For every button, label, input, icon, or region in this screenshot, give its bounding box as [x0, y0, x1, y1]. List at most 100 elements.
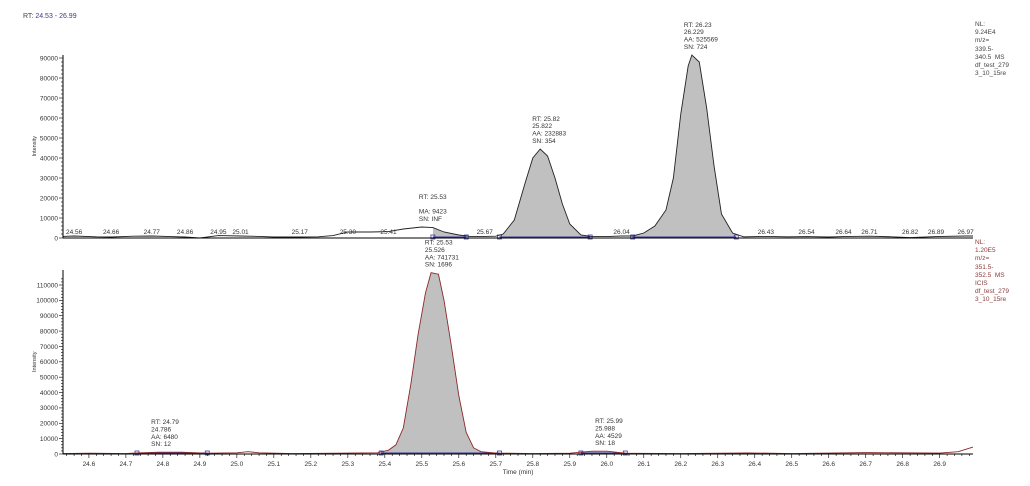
peak-label: 25.988: [595, 425, 615, 432]
x-tick-label: 26.4: [748, 461, 761, 468]
info-line: 340.5 MS: [975, 53, 1005, 61]
info-line: 352.5 MS: [975, 271, 1005, 279]
peak-label: RT: 25.82: [532, 116, 560, 123]
y-tick-label: 50000: [40, 374, 58, 381]
y-tick-label: 90000: [40, 313, 58, 320]
info-line: 1.20E5: [975, 247, 996, 255]
x-tick-label: 25.2: [305, 461, 318, 468]
baseline-rt-label: 26.04: [613, 229, 630, 236]
peak-area-fill: [381, 272, 500, 454]
trace-line: [62, 272, 974, 454]
y-tick-label: 70000: [40, 344, 58, 351]
x-tick-label: 25.6: [452, 461, 465, 468]
x-tick-label: 24.6: [83, 461, 96, 468]
info-line: m/z=: [975, 37, 990, 45]
peak-label: AA: 741731: [425, 254, 459, 261]
x-tick-label: 24.7: [120, 461, 133, 468]
x-tick-label: 25.0: [231, 461, 244, 468]
y-tick-label: 80000: [40, 328, 58, 335]
x-tick-label: 26.2: [674, 461, 687, 468]
info-line: 3_10_15re: [975, 296, 1007, 304]
peak-boundary-marker: [430, 234, 436, 240]
peak-label: AA: 6480: [151, 434, 178, 441]
y-tick-label: 30000: [40, 405, 58, 412]
baseline-rt-label: 25.67: [477, 229, 494, 236]
y-axis-label: Intensity: [32, 136, 38, 157]
peak-boundary-marker: [733, 234, 739, 240]
bottom-trace-info: NL: 1.20E5 m/z= 351.5- 352.5 MS ICIS df_test_2…: [975, 239, 1009, 305]
peak-label: RT: 26.23: [684, 22, 712, 29]
trace-line: [62, 54, 973, 239]
info-line: 3_10_15re: [975, 70, 1007, 78]
x-tick-label: 25.3: [342, 461, 355, 468]
baseline-rt-label: 26.64: [835, 229, 852, 236]
baseline-rt-label: 24.56: [66, 229, 83, 236]
info-line: 339.5-: [975, 45, 994, 53]
peak-boundary-marker: [378, 450, 384, 456]
y-tick-label: 0: [54, 451, 58, 458]
peak-label: SN: 12: [151, 441, 171, 448]
peak-label: AA: 4529: [595, 433, 622, 440]
peak-label: 25.822: [532, 123, 552, 130]
info-line: df_test_279: [975, 62, 1009, 70]
peak-label: SN: 18: [595, 440, 615, 447]
peak-area-fill: [499, 149, 591, 238]
x-tick-label: 25.7: [489, 461, 502, 468]
x-tick-label: 26.8: [896, 461, 909, 468]
x-tick-label: 26.9: [933, 461, 946, 468]
peak-label: RT: 25.99: [595, 418, 623, 425]
y-tick-label: 10000: [40, 436, 58, 443]
peak-boundary-marker: [578, 450, 584, 456]
x-tick-label: 25.9: [563, 461, 576, 468]
x-axis-label: Time (min): [503, 469, 534, 476]
x-tick-label: 26.0: [600, 461, 613, 468]
y-tick-label: 60000: [40, 115, 58, 122]
peak-label: SN: 724: [684, 44, 708, 51]
baseline-rt-label: 26.43: [758, 229, 775, 236]
x-tick-label: 26.1: [637, 461, 650, 468]
y-tick-label: 60000: [40, 359, 58, 366]
peak-label: SN: INF: [419, 216, 442, 223]
x-tick-label: 26.6: [822, 461, 835, 468]
y-tick-label: 50000: [40, 135, 58, 142]
baseline-rt-label: 26.54: [798, 229, 815, 236]
y-tick-label: 40000: [40, 390, 58, 397]
peak-label: SN: 1696: [425, 262, 452, 269]
y-tick-label: 20000: [40, 195, 58, 202]
info-line: 9.24E4: [975, 29, 996, 37]
peak-label: 25.526: [425, 247, 445, 254]
peak-label: 24.786: [151, 426, 171, 433]
info-line: df_test_279: [975, 288, 1009, 296]
baseline-rt-label: 25.30: [340, 229, 357, 236]
peak-label: RT: 25.53: [425, 240, 453, 247]
baseline-rt-label: 24.95: [210, 229, 227, 236]
peak-label: AA: 232883: [532, 131, 566, 138]
y-axis-label: Intensity: [32, 351, 38, 372]
y-tick-label: 20000: [40, 421, 58, 428]
y-tick-label: 40000: [40, 155, 58, 162]
x-tick-label: 25.8: [526, 461, 539, 468]
x-tick-label: 26.5: [785, 461, 798, 468]
baseline-rt-label: 24.86: [177, 229, 194, 236]
x-tick-label: 24.8: [157, 461, 170, 468]
peak-area-fill: [432, 227, 467, 238]
baseline-rt-label: 26.82: [902, 229, 919, 236]
peak-label: AA: 525569: [684, 37, 718, 44]
top-trace-info: NL: 9.24E4 m/z= 339.5- 340.5 MS df_test_279 3_…: [975, 21, 1009, 78]
baseline-rt-label: 24.77: [144, 229, 161, 236]
peak-label: MA: 9423: [419, 209, 447, 216]
info-line: 351.5-: [975, 263, 994, 271]
y-tick-label: 100000: [36, 298, 58, 305]
peak-label: RT: 25.53: [419, 194, 447, 201]
info-line: m/z=: [975, 255, 990, 263]
info-line: ICIS: [975, 280, 988, 288]
baseline-rt-label: 25.01: [232, 229, 249, 236]
peak-area-fill: [632, 55, 737, 238]
y-tick-label: 80000: [40, 75, 58, 82]
baseline-rt-label: 25.41: [380, 229, 397, 236]
baseline-rt-label: 25.17: [292, 229, 309, 236]
peak-label: SN: 354: [532, 138, 556, 145]
y-tick-label: 30000: [40, 175, 58, 182]
x-tick-label: 26.3: [711, 461, 724, 468]
